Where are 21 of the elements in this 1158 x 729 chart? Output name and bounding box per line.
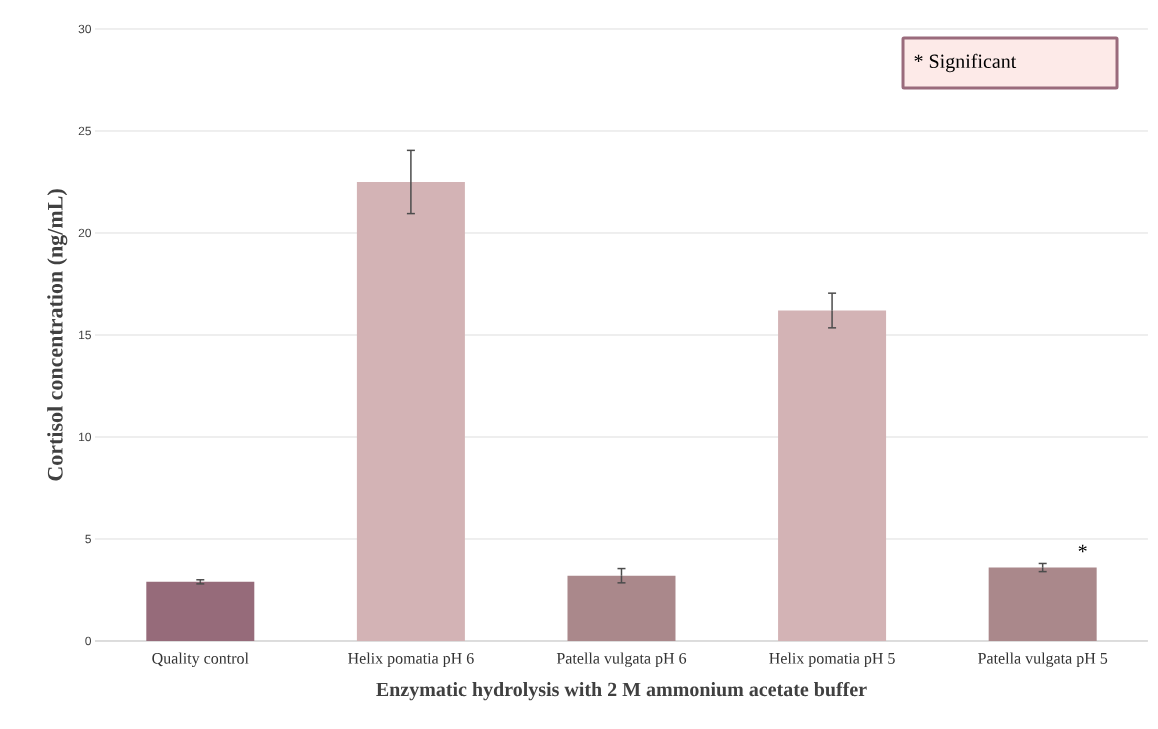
y-tick-label: 30 <box>78 24 92 34</box>
y-tick-label: 10 <box>79 432 92 442</box>
bar <box>778 310 887 641</box>
x-tick-label: Patella vulgata pH 5 <box>978 652 1108 668</box>
bar <box>567 575 676 641</box>
x-axis-title: Enzymatic hydrolysis with 2 M ammonium acetate buffer <box>376 681 867 701</box>
annotation: * Significant <box>914 53 1017 73</box>
x-tick-label: Helix pomatia pH 6 <box>348 652 474 668</box>
y-tick-label: 15 <box>79 330 91 340</box>
y-tick-label: 0 <box>85 636 92 646</box>
bar <box>988 567 1097 641</box>
x-tick-label: Quality control <box>152 652 249 668</box>
x-tick-label: Patella vulgata pH 6 <box>556 652 687 668</box>
bar <box>146 581 255 641</box>
x-tick-label: Helix pomatia pH 5 <box>769 652 895 668</box>
bar <box>356 181 465 641</box>
y-tick-label: 25 <box>78 126 91 136</box>
y-tick-label: 5 <box>85 534 91 544</box>
y-axis-title: Cortisol concentration (ng/mL) <box>47 189 68 481</box>
y-tick-label: 20 <box>78 228 92 238</box>
annotation: * <box>1078 544 1087 553</box>
